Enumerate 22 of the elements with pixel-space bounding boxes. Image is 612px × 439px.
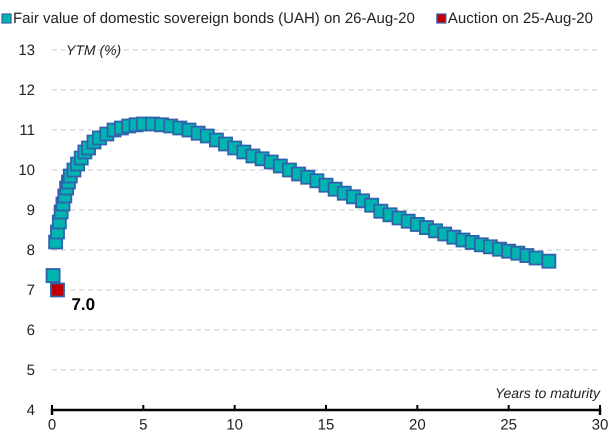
y-tick-label: 10 (18, 162, 35, 179)
legend-label: Auction on 25-Aug-20 (448, 10, 593, 27)
annotation: 7.0 (71, 295, 96, 314)
x-tick-label: 5 (139, 416, 148, 434)
y-tick-label: 6 (26, 322, 35, 339)
y-axis-title: YTM (%) (66, 42, 122, 58)
y-tick-label: 13 (18, 42, 35, 59)
legend-label: Fair value of domestic sovereign bonds (UAH) on 26-Aug-20 (13, 10, 415, 27)
x-tick-label: 25 (500, 416, 518, 434)
y-tick-label: 5 (26, 362, 35, 379)
x-tick-label: 10 (226, 416, 244, 434)
y-tick-label: 4 (26, 402, 35, 419)
y-tick-label: 12 (18, 82, 35, 99)
x-tick-label: 0 (48, 416, 56, 434)
x-tick-label: 15 (318, 416, 334, 434)
x-axis-title: Years to maturity (494, 385, 601, 401)
y-tick-label: 7 (26, 282, 35, 299)
y-tick-label: 8 (26, 242, 35, 259)
y-tick-label: 9 (26, 202, 35, 219)
y-tick-label: 11 (19, 122, 35, 139)
x-tick-label: 20 (408, 416, 426, 434)
x-tick-label: 30 (592, 416, 608, 434)
